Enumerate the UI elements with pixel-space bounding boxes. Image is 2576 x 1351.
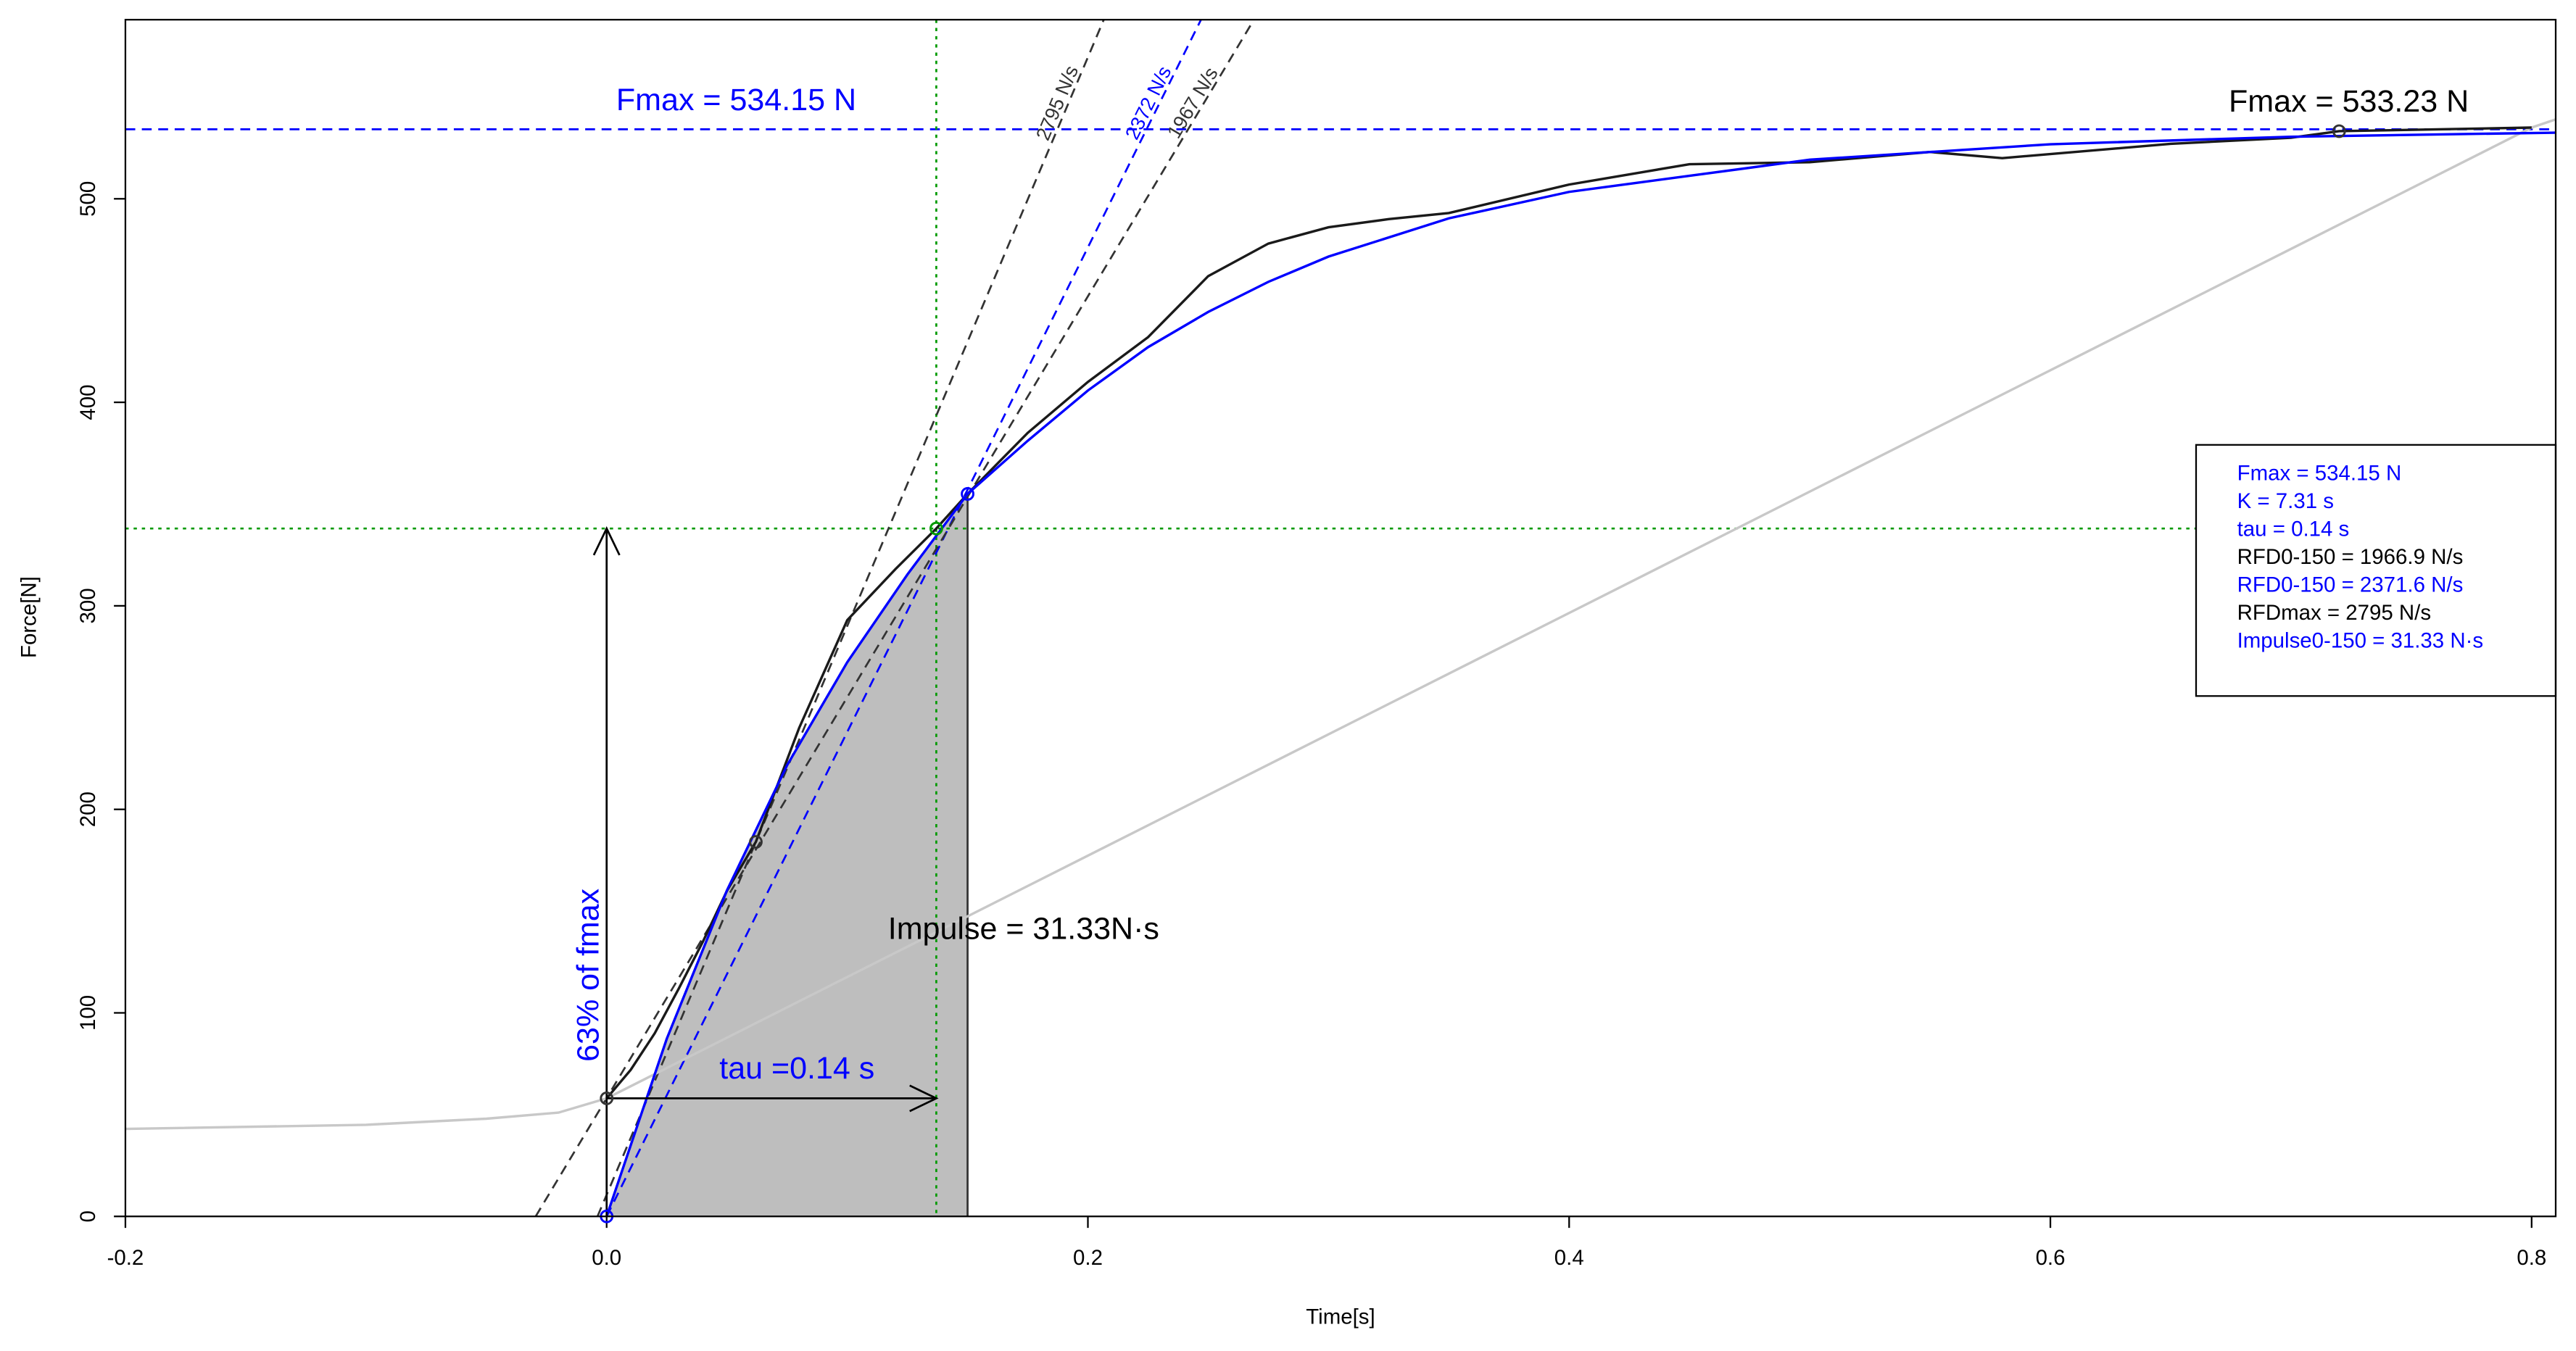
- legend-text: K = 7.31 s: [2237, 489, 2334, 513]
- x-tick-label: 0.8: [2517, 1246, 2546, 1270]
- x-tick-label: 0.6: [2036, 1246, 2066, 1270]
- tangent-line: [534, 19, 1255, 1217]
- annotation: Fmax = 534.15 N: [616, 83, 856, 117]
- legend-text: tau = 0.14 s: [2237, 517, 2350, 541]
- annotation: Fmax = 533.23 N: [2229, 84, 2469, 119]
- annotation: 63% of fmax: [571, 888, 605, 1062]
- arrow-head: [909, 1084, 939, 1113]
- tangent-line: [605, 19, 1202, 1217]
- point: [961, 487, 974, 501]
- point: [929, 521, 943, 536]
- annotation: Impulse = 31.33N·s: [888, 912, 1159, 947]
- legend-text: RFDmax = 2795 N/s: [2237, 601, 2431, 625]
- x-tick-label: 0.4: [1554, 1246, 1584, 1270]
- arrow-head: [592, 526, 621, 556]
- legend-box: [2195, 444, 2557, 697]
- annotation: tau =0.14 s: [719, 1051, 874, 1086]
- x-tick-label: 0.0: [592, 1246, 621, 1270]
- legend-text: RFD0-150 = 2371.6 N/s: [2237, 573, 2464, 596]
- y-tick-label: 500: [76, 181, 100, 217]
- y-tick-label: 100: [76, 995, 100, 1031]
- y-tick-label: 0: [76, 1210, 100, 1222]
- x-axis-label: Time[s]: [1306, 1305, 1375, 1329]
- y-tick-label: 400: [76, 385, 100, 420]
- point: [600, 1092, 614, 1105]
- legend-text: Impulse0-150 = 31.33 N·s: [2237, 628, 2484, 652]
- legend-text: RFD0-150 = 1966.9 N/s: [2237, 545, 2464, 569]
- legend-text: Fmax = 534.15 N: [2237, 461, 2402, 485]
- plot-frame: [124, 19, 2557, 1218]
- point: [2332, 124, 2346, 138]
- x-tick-label: -0.2: [107, 1246, 144, 1270]
- y-tick-label: 300: [76, 588, 100, 623]
- series-line: [605, 131, 2556, 1217]
- point: [749, 835, 763, 849]
- x-tick-label: 0.2: [1073, 1246, 1103, 1270]
- y-tick-label: 200: [76, 791, 100, 827]
- y-axis-label: Force[N]: [17, 576, 41, 658]
